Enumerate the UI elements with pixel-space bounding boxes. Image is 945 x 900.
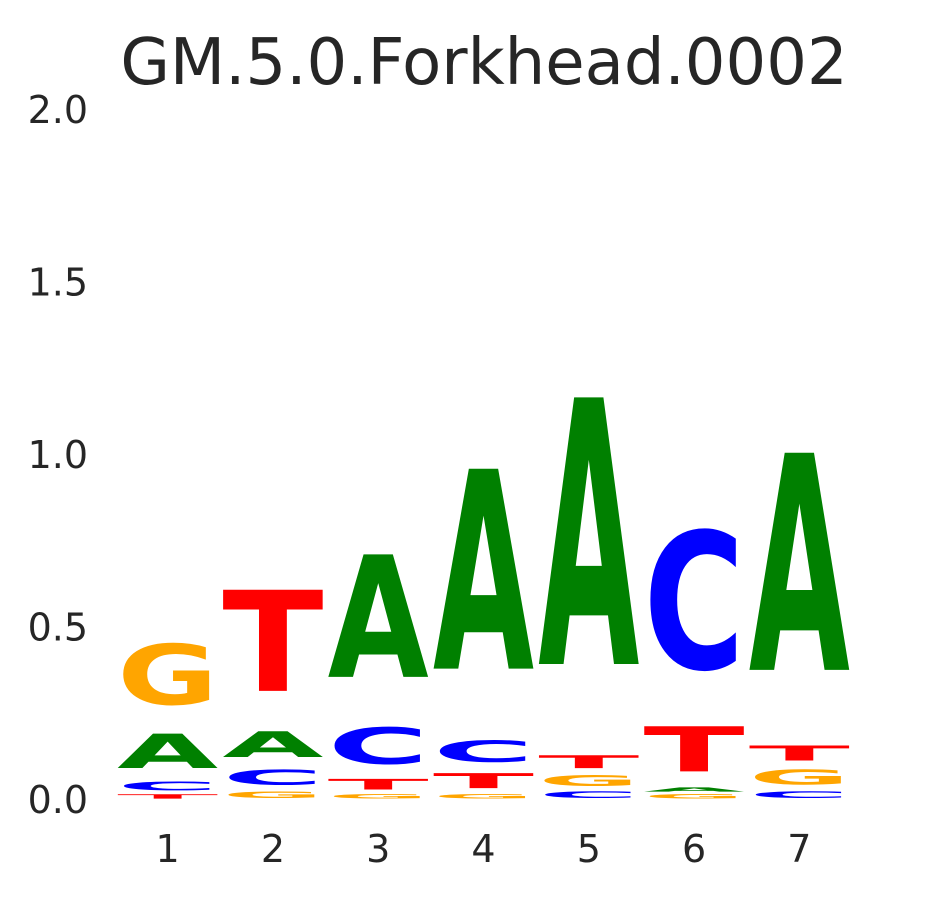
y-tick-label: 1.0 [28,433,88,477]
logo-letter-c: C [749,790,850,800]
y-axis: 0.0 0.5 1.0 1.5 2.0 [28,88,88,822]
logo-letter-c: C [433,735,534,769]
logo-letter-a: A [328,522,429,717]
logo-letter-t: T [749,741,850,765]
x-tick-label: 1 [156,827,180,871]
logo-letter-t: T [117,793,218,800]
logo-letter-c: C [644,494,745,713]
x-tick-label: 7 [787,827,811,871]
y-tick-label: 2.0 [28,88,88,132]
logo-letter-c: C [117,779,218,793]
logo-letter-g: G [328,793,429,800]
logo-letter-a: A [433,415,534,734]
logo-letter-c: C [328,718,429,776]
logo-letter-g: G [117,628,218,724]
x-axis: 1 2 3 4 5 6 7 [156,827,812,871]
y-tick-label: 0.0 [28,778,88,822]
x-tick-label: 4 [471,827,495,871]
logo-letter-g: G [644,793,745,800]
x-tick-label: 6 [682,827,706,871]
logo-letter-g: G [538,772,639,789]
logo-letter-c: C [222,766,323,790]
logo-letter-a: A [117,725,218,780]
logo-letter-t: T [644,714,745,786]
logo-letter-c: C [538,790,639,800]
logo-letter-g: G [433,793,534,800]
x-tick-label: 3 [366,827,390,871]
logo-letter-t: T [433,769,534,793]
logo-letter-t: T [222,562,323,723]
logo-letter-t: T [538,752,639,773]
x-tick-label: 5 [577,827,601,871]
logo-letter-a: A [538,324,640,750]
chart-title: GM.5.0.Forkhead.0002 [120,26,847,100]
y-tick-label: 0.5 [28,606,88,650]
logo-letter-a: A [644,786,746,793]
logo-letter-a: A [749,395,850,741]
logo-letter-t: T [328,776,429,793]
logo-letter-a: A [222,724,323,765]
logo-letter-g: G [222,790,323,800]
x-tick-label: 2 [261,827,285,871]
logo-letter-g: G [749,766,850,790]
y-tick-label: 1.5 [28,261,88,305]
